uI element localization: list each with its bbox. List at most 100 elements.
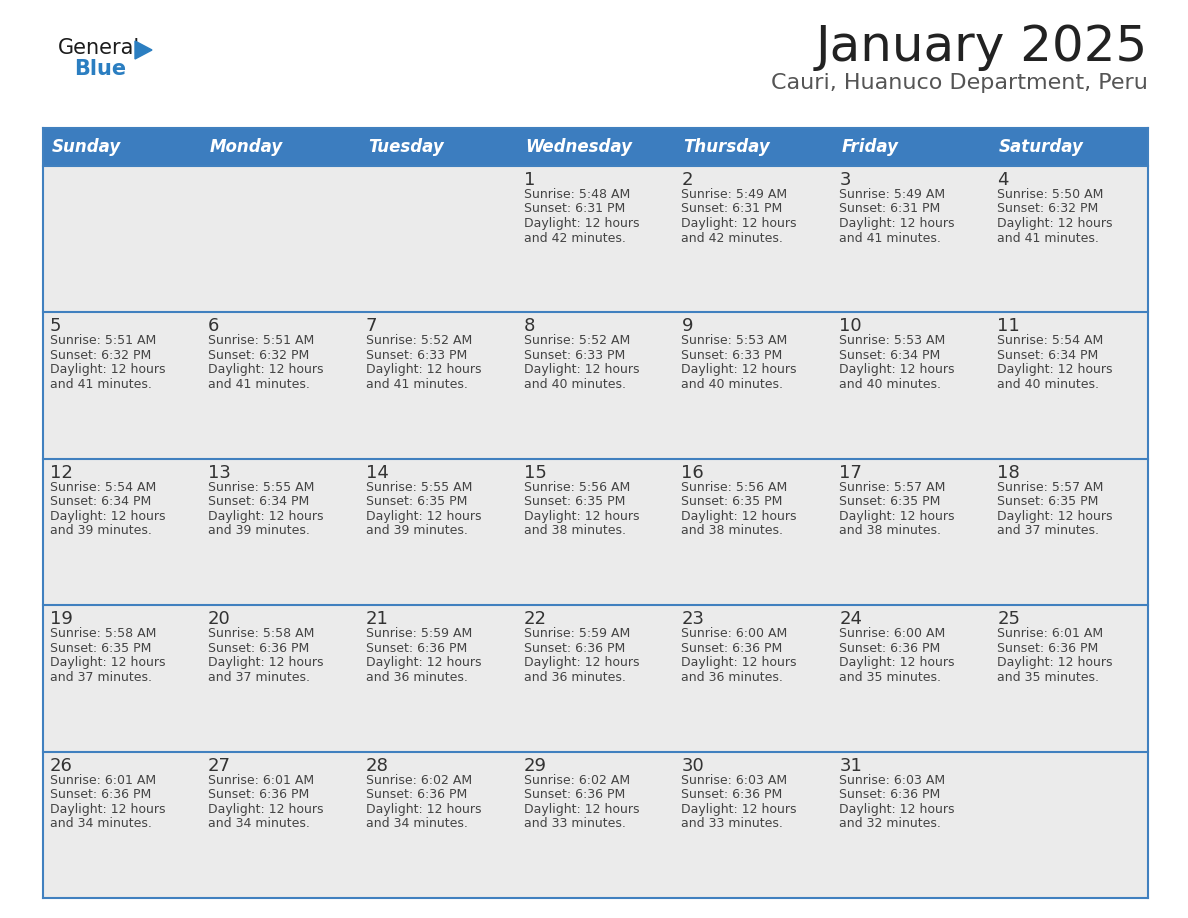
Text: 5: 5 bbox=[50, 318, 62, 335]
Text: and 34 minutes.: and 34 minutes. bbox=[208, 817, 310, 830]
Text: 7: 7 bbox=[366, 318, 378, 335]
Text: Sunset: 6:32 PM: Sunset: 6:32 PM bbox=[50, 349, 151, 362]
Text: Sunrise: 5:55 AM: Sunrise: 5:55 AM bbox=[208, 481, 315, 494]
Text: Sunset: 6:34 PM: Sunset: 6:34 PM bbox=[208, 496, 309, 509]
Text: Saturday: Saturday bbox=[999, 138, 1083, 156]
Text: Sunrise: 5:49 AM: Sunrise: 5:49 AM bbox=[682, 188, 788, 201]
Text: Friday: Friday bbox=[841, 138, 898, 156]
Text: 16: 16 bbox=[682, 464, 704, 482]
Text: Sunset: 6:36 PM: Sunset: 6:36 PM bbox=[366, 788, 467, 801]
Text: Daylight: 12 hours: Daylight: 12 hours bbox=[997, 217, 1113, 230]
Text: Sunset: 6:36 PM: Sunset: 6:36 PM bbox=[524, 642, 625, 655]
Text: Sunset: 6:35 PM: Sunset: 6:35 PM bbox=[366, 496, 467, 509]
Text: Sunrise: 5:58 AM: Sunrise: 5:58 AM bbox=[50, 627, 157, 640]
Text: Daylight: 12 hours: Daylight: 12 hours bbox=[839, 656, 955, 669]
Text: and 39 minutes.: and 39 minutes. bbox=[366, 524, 468, 537]
Text: Sunset: 6:35 PM: Sunset: 6:35 PM bbox=[682, 496, 783, 509]
Text: Sunset: 6:33 PM: Sunset: 6:33 PM bbox=[524, 349, 625, 362]
Bar bbox=[43, 166, 1148, 312]
Text: Sunset: 6:36 PM: Sunset: 6:36 PM bbox=[682, 642, 783, 655]
Text: 24: 24 bbox=[839, 610, 862, 628]
Text: Daylight: 12 hours: Daylight: 12 hours bbox=[524, 802, 639, 815]
Text: Daylight: 12 hours: Daylight: 12 hours bbox=[839, 364, 955, 376]
Text: Daylight: 12 hours: Daylight: 12 hours bbox=[997, 656, 1113, 669]
Text: 29: 29 bbox=[524, 756, 546, 775]
Text: Daylight: 12 hours: Daylight: 12 hours bbox=[839, 509, 955, 522]
Text: and 41 minutes.: and 41 minutes. bbox=[208, 378, 310, 391]
Text: 9: 9 bbox=[682, 318, 693, 335]
Text: and 39 minutes.: and 39 minutes. bbox=[208, 524, 310, 537]
Text: Cauri, Huanuco Department, Peru: Cauri, Huanuco Department, Peru bbox=[771, 73, 1148, 93]
Text: Thursday: Thursday bbox=[683, 138, 770, 156]
Text: Daylight: 12 hours: Daylight: 12 hours bbox=[682, 364, 797, 376]
Text: 15: 15 bbox=[524, 464, 546, 482]
Text: and 40 minutes.: and 40 minutes. bbox=[839, 378, 941, 391]
Bar bbox=[43, 128, 1148, 166]
Text: Sunrise: 5:53 AM: Sunrise: 5:53 AM bbox=[839, 334, 946, 347]
Text: and 32 minutes.: and 32 minutes. bbox=[839, 817, 941, 830]
Text: Sunset: 6:36 PM: Sunset: 6:36 PM bbox=[366, 642, 467, 655]
Text: Sunday: Sunday bbox=[52, 138, 121, 156]
Text: Sunset: 6:36 PM: Sunset: 6:36 PM bbox=[997, 642, 1099, 655]
Text: and 33 minutes.: and 33 minutes. bbox=[682, 817, 783, 830]
Text: Sunset: 6:32 PM: Sunset: 6:32 PM bbox=[208, 349, 309, 362]
Text: and 35 minutes.: and 35 minutes. bbox=[839, 671, 941, 684]
Text: Daylight: 12 hours: Daylight: 12 hours bbox=[366, 364, 481, 376]
Text: and 40 minutes.: and 40 minutes. bbox=[997, 378, 1099, 391]
Text: 11: 11 bbox=[997, 318, 1019, 335]
Text: Sunrise: 6:03 AM: Sunrise: 6:03 AM bbox=[682, 774, 788, 787]
Text: Sunset: 6:33 PM: Sunset: 6:33 PM bbox=[682, 349, 783, 362]
Text: Sunset: 6:34 PM: Sunset: 6:34 PM bbox=[50, 496, 151, 509]
Text: Sunrise: 6:00 AM: Sunrise: 6:00 AM bbox=[839, 627, 946, 640]
Text: General: General bbox=[58, 38, 140, 58]
Text: Sunrise: 6:03 AM: Sunrise: 6:03 AM bbox=[839, 774, 946, 787]
Text: Monday: Monday bbox=[210, 138, 283, 156]
Text: and 42 minutes.: and 42 minutes. bbox=[682, 231, 783, 244]
Text: Sunrise: 5:51 AM: Sunrise: 5:51 AM bbox=[208, 334, 314, 347]
Text: 12: 12 bbox=[50, 464, 72, 482]
Text: Sunset: 6:36 PM: Sunset: 6:36 PM bbox=[524, 788, 625, 801]
Text: Daylight: 12 hours: Daylight: 12 hours bbox=[682, 509, 797, 522]
Text: and 41 minutes.: and 41 minutes. bbox=[839, 231, 941, 244]
Text: 26: 26 bbox=[50, 756, 72, 775]
Text: Sunrise: 5:57 AM: Sunrise: 5:57 AM bbox=[839, 481, 946, 494]
Text: 27: 27 bbox=[208, 756, 230, 775]
Text: and 40 minutes.: and 40 minutes. bbox=[682, 378, 783, 391]
Text: 20: 20 bbox=[208, 610, 230, 628]
Text: Sunrise: 5:52 AM: Sunrise: 5:52 AM bbox=[366, 334, 472, 347]
Text: Daylight: 12 hours: Daylight: 12 hours bbox=[50, 656, 165, 669]
Text: and 41 minutes.: and 41 minutes. bbox=[366, 378, 468, 391]
Text: Daylight: 12 hours: Daylight: 12 hours bbox=[524, 656, 639, 669]
Text: 21: 21 bbox=[366, 610, 388, 628]
Text: 31: 31 bbox=[839, 756, 862, 775]
Text: Daylight: 12 hours: Daylight: 12 hours bbox=[682, 802, 797, 815]
Text: 13: 13 bbox=[208, 464, 230, 482]
Text: Daylight: 12 hours: Daylight: 12 hours bbox=[839, 217, 955, 230]
Text: 10: 10 bbox=[839, 318, 862, 335]
Text: Sunset: 6:34 PM: Sunset: 6:34 PM bbox=[997, 349, 1099, 362]
Text: Sunset: 6:32 PM: Sunset: 6:32 PM bbox=[997, 203, 1099, 216]
Text: 8: 8 bbox=[524, 318, 535, 335]
Bar bbox=[43, 752, 1148, 898]
Text: and 36 minutes.: and 36 minutes. bbox=[682, 671, 783, 684]
Text: Sunrise: 6:01 AM: Sunrise: 6:01 AM bbox=[997, 627, 1104, 640]
Text: Sunrise: 5:50 AM: Sunrise: 5:50 AM bbox=[997, 188, 1104, 201]
Text: Sunrise: 5:59 AM: Sunrise: 5:59 AM bbox=[366, 627, 472, 640]
Text: and 33 minutes.: and 33 minutes. bbox=[524, 817, 625, 830]
Text: and 42 minutes.: and 42 minutes. bbox=[524, 231, 625, 244]
Text: 25: 25 bbox=[997, 610, 1020, 628]
Text: and 36 minutes.: and 36 minutes. bbox=[366, 671, 468, 684]
Text: Sunrise: 6:02 AM: Sunrise: 6:02 AM bbox=[524, 774, 630, 787]
Text: Sunrise: 5:58 AM: Sunrise: 5:58 AM bbox=[208, 627, 315, 640]
Text: Daylight: 12 hours: Daylight: 12 hours bbox=[366, 509, 481, 522]
Text: Daylight: 12 hours: Daylight: 12 hours bbox=[524, 509, 639, 522]
Text: Sunset: 6:36 PM: Sunset: 6:36 PM bbox=[682, 788, 783, 801]
Text: Daylight: 12 hours: Daylight: 12 hours bbox=[208, 509, 323, 522]
Text: Sunset: 6:33 PM: Sunset: 6:33 PM bbox=[366, 349, 467, 362]
Text: Sunset: 6:31 PM: Sunset: 6:31 PM bbox=[839, 203, 941, 216]
Text: Sunrise: 6:00 AM: Sunrise: 6:00 AM bbox=[682, 627, 788, 640]
Text: and 34 minutes.: and 34 minutes. bbox=[366, 817, 468, 830]
Text: Sunrise: 6:01 AM: Sunrise: 6:01 AM bbox=[50, 774, 156, 787]
Text: Sunrise: 5:52 AM: Sunrise: 5:52 AM bbox=[524, 334, 630, 347]
Text: Daylight: 12 hours: Daylight: 12 hours bbox=[997, 364, 1113, 376]
